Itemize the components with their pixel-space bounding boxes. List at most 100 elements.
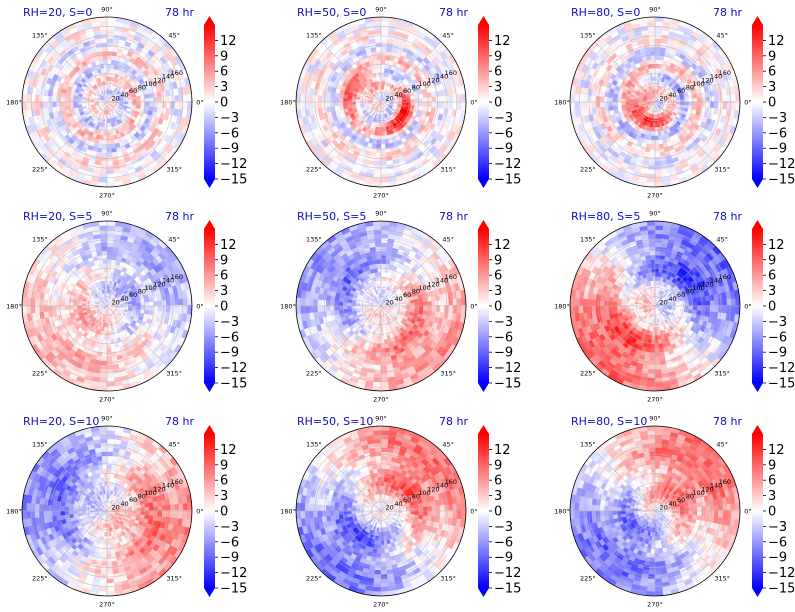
heatmap-cell [106, 259, 112, 264]
heatmap-cell [709, 101, 715, 109]
heatmap-cell [574, 93, 580, 103]
colorbar-tick-label: −12 [220, 157, 247, 172]
heatmap-cell [654, 17, 664, 22]
radial-tick-label: 100 [418, 80, 430, 88]
heatmap-cell [106, 42, 114, 48]
angle-tick-label: 315° [166, 166, 182, 174]
radial-tick-label: 160 [445, 69, 457, 77]
grid-spoke [320, 41, 382, 103]
heatmap-cell [334, 97, 339, 103]
grid-spoke [106, 41, 168, 103]
heatmap-cell [99, 169, 108, 175]
angle-tick-label: 45° [442, 31, 454, 39]
colorbar-tick-label: −3 [220, 111, 239, 126]
heatmap-cell [149, 305, 154, 311]
angle-tick-label: 0° [744, 99, 751, 107]
colorbar-tick-label: −3 [494, 111, 513, 126]
colorbar-tick-label: 6 [768, 65, 776, 80]
heatmap-cell [654, 59, 660, 65]
heatmap-cell [161, 101, 167, 109]
radial-tick-label: 40 [120, 91, 128, 99]
heatmap-cell [43, 299, 49, 307]
heatmap-cell [22, 93, 27, 103]
angle-tick-label: 135° [32, 31, 48, 39]
heatmap-cell [47, 95, 53, 103]
radial-tick-label: 80 [138, 84, 146, 92]
radial-tick-label: 120 [427, 76, 439, 84]
colorbar-tick-label: −12 [494, 157, 521, 172]
heatmap-cell [654, 29, 663, 35]
grid-spoke [46, 41, 108, 103]
radial-tick-label: 120 [153, 76, 165, 84]
heatmap-cell [99, 173, 109, 179]
heatmap-cell [418, 101, 424, 107]
heatmap-cell [101, 152, 108, 158]
heatmap-cell [43, 95, 49, 103]
angle-tick-label: 90° [649, 6, 661, 14]
angle-tick-label: 90° [101, 6, 113, 14]
colorbar-tick-label: 9 [220, 49, 228, 64]
heatmap-cell [599, 96, 605, 103]
heatmap-cell [452, 100, 458, 110]
angle-tick-label: 225° [580, 166, 596, 174]
panel-2: 90°45°0°315°270°225°180°135°20 40 60 801001… [280, 6, 521, 200]
heatmap-cell [654, 42, 662, 48]
radial-tick-label: 20 [660, 94, 668, 102]
heatmap-cell [308, 94, 314, 103]
heatmap-cell [144, 305, 150, 311]
radial-tick-label: 160 [719, 69, 731, 77]
colorbar-tick-label: 9 [494, 49, 502, 64]
heatmap-cells [22, 17, 192, 187]
heatmap-cell [106, 17, 116, 22]
radial-tick-label: 20 [386, 94, 394, 102]
angle-tick-label: 90° [375, 6, 387, 14]
heatmap-cell [106, 263, 112, 269]
heatmap-cell [373, 173, 383, 179]
colorbar-tick-label: 0 [494, 96, 502, 111]
heatmap-cell [435, 101, 441, 109]
angle-tick-label: 45° [716, 31, 728, 39]
radial-tick-label: 160 [171, 69, 183, 77]
colorbar-tick-label: 12 [768, 34, 785, 49]
heatmap-cell [187, 101, 192, 111]
colorbar-tick-label: 3 [768, 80, 776, 95]
radial-tick-label: 40 [668, 91, 676, 99]
heatmap-cell [730, 101, 736, 111]
angle-tick-label: 180° [554, 99, 570, 107]
heatmap-cell [102, 144, 108, 149]
radial-tick-label: 60 [403, 87, 411, 95]
heatmap-cell [650, 144, 656, 149]
colorbar-tick-label: −6 [220, 126, 239, 141]
colorbar-tick-label: −3 [768, 111, 787, 126]
angle-tick-label: 180° [280, 99, 296, 107]
angle-tick-label: 270° [373, 192, 389, 200]
heatmap-cell [338, 97, 344, 103]
heatmap-cell [161, 305, 167, 313]
angle-tick-label: 270° [99, 192, 115, 200]
heatmap-cell [439, 101, 445, 109]
heatmap-cell [182, 101, 188, 111]
heatmap-cell [582, 94, 588, 103]
heatmap-cell [648, 156, 656, 162]
heatmap-cell [646, 182, 656, 187]
heatmap-cell [106, 59, 112, 65]
radial-tick-label: 80 [412, 84, 420, 92]
heatmap-cell [591, 95, 597, 103]
angle-tick-label: 45° [168, 31, 180, 39]
heatmap-cell [372, 182, 382, 187]
heatmap-cell [98, 177, 108, 183]
radial-tick-label: 60 [129, 87, 137, 95]
heatmap-cell [376, 144, 382, 149]
heatmap-cell [654, 46, 661, 52]
heatmap-cell [106, 46, 113, 52]
heatmap-cell [101, 356, 108, 362]
angle-tick-label: 135° [580, 31, 596, 39]
heatmap-cell [375, 152, 382, 158]
heatmap-cell [157, 101, 163, 108]
heatmap-cell [174, 101, 180, 110]
heatmap-cell [100, 160, 108, 166]
heatmap-cell [650, 139, 656, 145]
heatmap-cell [51, 96, 57, 103]
heatmap-cell [100, 360, 108, 366]
